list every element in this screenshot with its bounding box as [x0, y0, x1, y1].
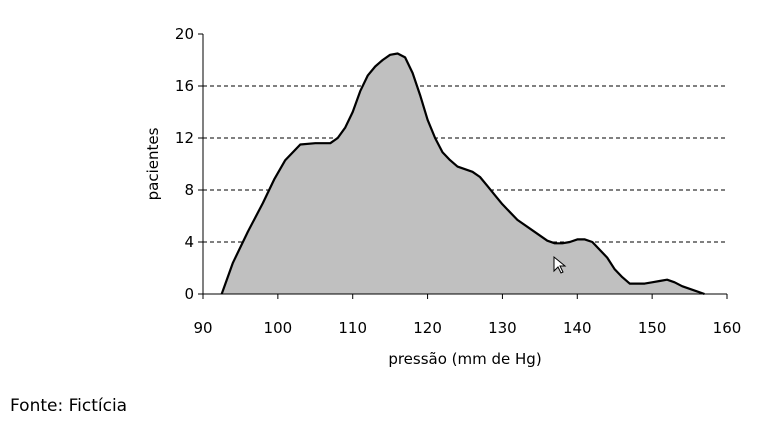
x-tick-labels: 90 100 110 120 130 140 150 160 [193, 319, 741, 337]
y-tick-labels: 0 4 8 12 16 20 [175, 25, 194, 303]
x-tick-label: 150 [638, 319, 667, 337]
y-axis-label: pacientes [144, 127, 162, 200]
axes [198, 33, 728, 299]
y-tick-label: 4 [184, 233, 194, 251]
series-line [220, 52, 705, 296]
y-tick-label: 8 [184, 181, 194, 199]
x-tick-label: 110 [338, 319, 367, 337]
y-tick-label: 12 [175, 129, 194, 147]
x-tick-label: 120 [413, 319, 442, 337]
source-caption: Fonte: Fictícia [10, 396, 128, 416]
x-tick-label: 130 [488, 319, 517, 337]
x-tick-label: 160 [713, 319, 742, 337]
x-axis-label: pressão (mm de Hg) [388, 350, 541, 368]
area-chart: 90 100 110 120 130 140 150 160 0 4 8 12 16 20 pressã… [144, 25, 741, 368]
y-tick-label: 20 [175, 25, 194, 43]
area-series [221, 53, 705, 294]
x-tick-label: 140 [563, 319, 592, 337]
x-tick-label: 100 [264, 319, 293, 337]
y-tick-label: 0 [184, 285, 194, 303]
y-tick-label: 16 [175, 77, 194, 95]
mouse-pointer-icon [553, 255, 567, 274]
x-tick-label: 90 [193, 319, 212, 337]
